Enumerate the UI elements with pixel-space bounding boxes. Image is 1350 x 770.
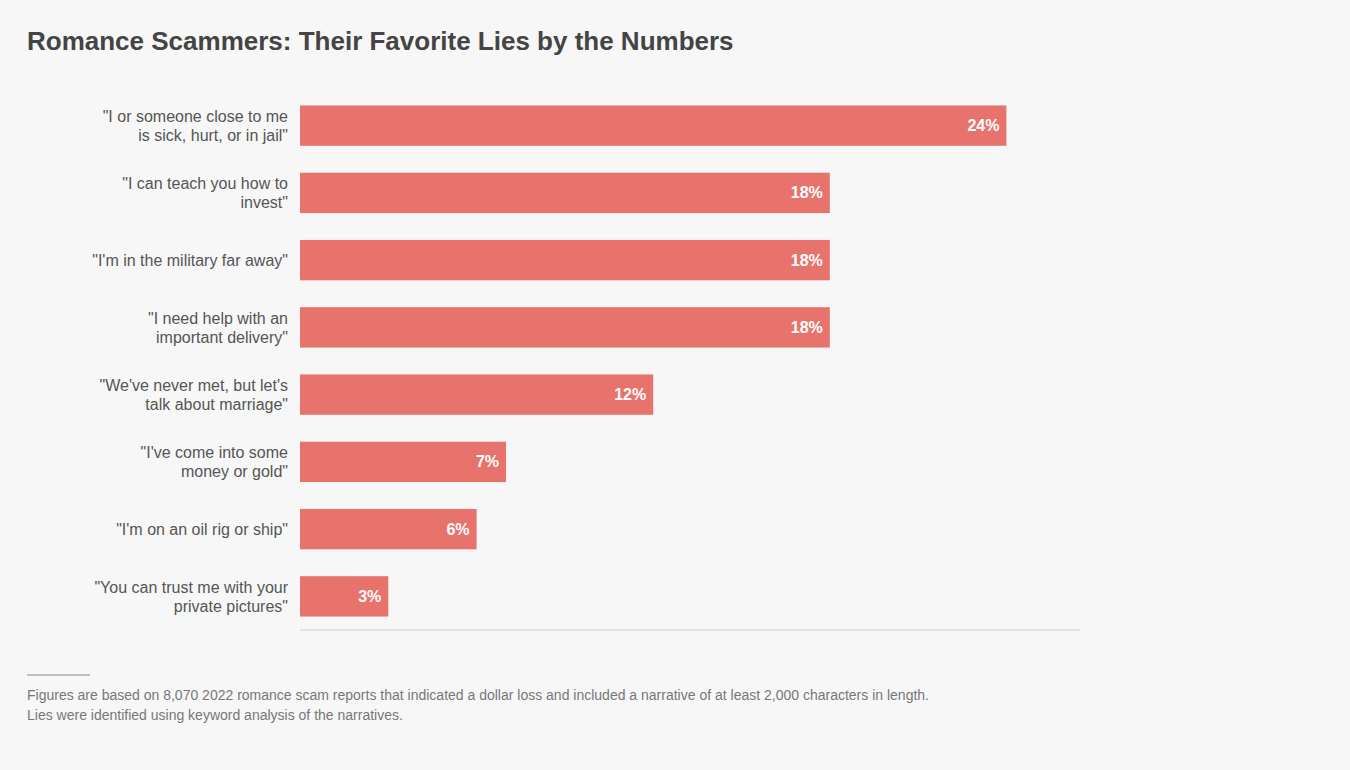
footnote: Lies were identified using keyword analy… bbox=[27, 707, 403, 723]
data-label: 18% bbox=[791, 319, 823, 336]
y-tick-label-line: important delivery" bbox=[156, 328, 288, 345]
y-tick-label-line: "I or someone close to me bbox=[103, 108, 288, 125]
bar bbox=[300, 173, 830, 213]
y-tick-label: "I or someone close to me is sick, hurt, … bbox=[103, 108, 288, 144]
y-tick-label: "I'm on an oil rig or ship" bbox=[116, 521, 288, 538]
data-label: 7% bbox=[476, 453, 499, 470]
bar bbox=[300, 307, 830, 347]
y-tick-label-line: "I'm on an oil rig or ship" bbox=[116, 521, 288, 538]
y-tick-label-line: "I can teach you how to bbox=[122, 175, 288, 192]
title: Romance Scammers: Their Favorite Lies by… bbox=[27, 26, 734, 56]
data-label: 6% bbox=[446, 521, 469, 538]
bar bbox=[300, 576, 388, 616]
footnote: Figures are based on 8,070 2022 romance … bbox=[27, 687, 929, 703]
y-tick-label-line: private pictures" bbox=[174, 597, 288, 614]
y-tick-label-line: "I need help with an bbox=[148, 309, 288, 326]
y-tick-label: "I need help with an important delivery" bbox=[148, 309, 288, 345]
y-tick-label-line: invest" bbox=[241, 194, 288, 211]
separator bbox=[27, 674, 90, 675]
data-label: 18% bbox=[791, 252, 823, 269]
data-label: 18% bbox=[791, 184, 823, 201]
bar bbox=[300, 374, 653, 414]
bar bbox=[300, 509, 477, 549]
y-tick-label-line: "You can trust me with your bbox=[94, 578, 288, 595]
y-tick-label: "I can teach you how to invest" bbox=[122, 175, 288, 211]
background bbox=[0, 0, 1350, 770]
y-tick-label-line: "I've come into some bbox=[141, 444, 289, 461]
bar bbox=[300, 105, 1006, 145]
y-tick-label-line: talk about marriage" bbox=[145, 396, 288, 413]
bar bbox=[300, 240, 830, 280]
x-axis-line bbox=[300, 630, 1080, 631]
y-tick-label: "You can trust me with your private pictu… bbox=[94, 578, 288, 614]
y-tick-label: "I've come into some money or gold" bbox=[141, 444, 289, 480]
y-tick-label: "We've never met, but let's talk about ma… bbox=[100, 377, 288, 413]
y-tick-label-line: "We've never met, but let's bbox=[100, 377, 288, 394]
data-label: 12% bbox=[614, 386, 646, 403]
y-tick-label: "I'm in the military far away" bbox=[92, 252, 288, 269]
bars bbox=[300, 105, 1006, 616]
data-label: 3% bbox=[358, 588, 381, 605]
chart: Romance Scammers: Their Favorite Lies by… bbox=[0, 0, 1350, 770]
labels: 24% "I or someone close to me is sick, hur… bbox=[92, 108, 999, 615]
bar bbox=[300, 442, 506, 482]
y-tick-label-line: money or gold" bbox=[181, 463, 288, 480]
data-label: 24% bbox=[967, 117, 999, 134]
y-tick-label-line: "I'm in the military far away" bbox=[92, 252, 288, 269]
y-tick-label-line: is sick, hurt, or in jail" bbox=[138, 127, 288, 144]
